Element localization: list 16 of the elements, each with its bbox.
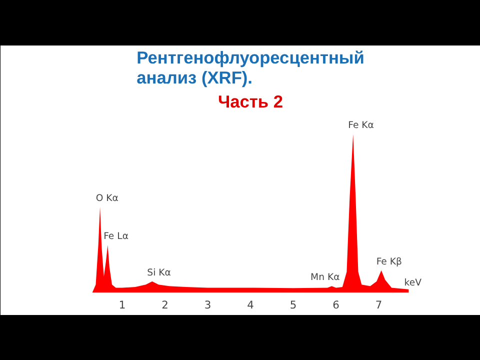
annotation: Fe Lα — [104, 230, 128, 242]
annotation: Si Kα — [147, 267, 171, 278]
x-tick-label: 6 — [332, 298, 340, 312]
annotation: Mn Kα — [310, 272, 340, 284]
x-tick-label: 3 — [204, 298, 212, 312]
chart-subtitle: Часть 2 — [218, 92, 284, 112]
annotation: Fe Kβ — [376, 256, 402, 268]
annotation: O Kα — [96, 192, 118, 204]
annotation: Fe Kα — [348, 120, 374, 132]
x-tick-label: 7 — [375, 298, 382, 312]
x-tick-label: 5 — [290, 298, 297, 312]
x-tick-label: 1 — [118, 298, 126, 312]
x-tick-label: 4 — [247, 298, 254, 312]
x-axis-title: keV — [404, 278, 422, 288]
chart-title: Рентгенофлуоресцентный анализ (XRF). — [136, 48, 364, 88]
x-tick-label: 2 — [162, 298, 168, 312]
